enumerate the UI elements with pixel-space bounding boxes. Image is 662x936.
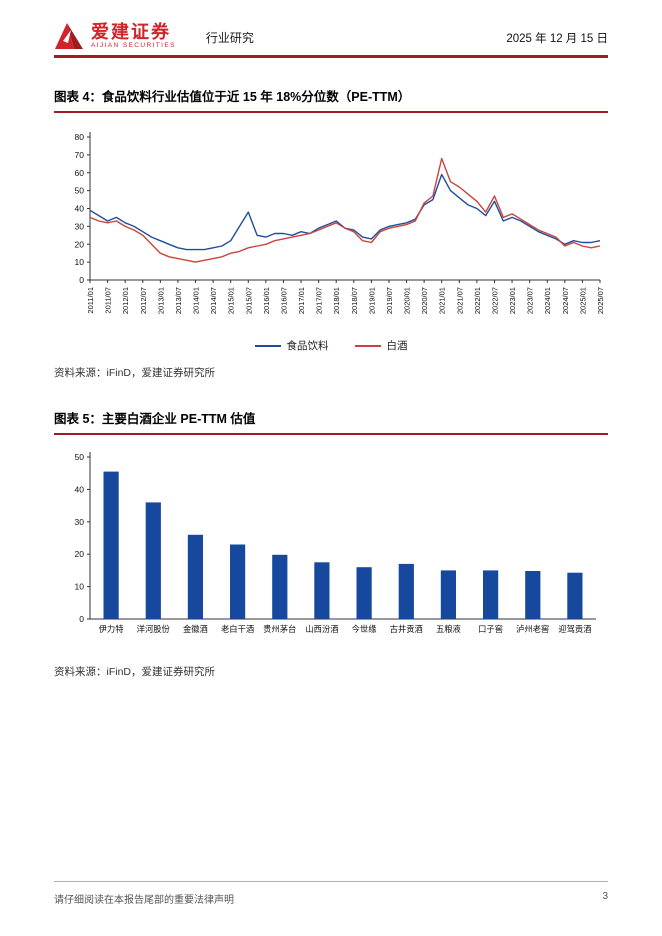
- svg-text:洋河股份: 洋河股份: [137, 624, 171, 634]
- svg-text:2017/01: 2017/01: [297, 287, 306, 314]
- aijian-logo-icon: [55, 23, 83, 49]
- svg-text:古井贡酒: 古井贡酒: [390, 624, 423, 634]
- svg-text:40: 40: [75, 204, 85, 214]
- line-chart-legend: 食品饮料 白酒: [54, 338, 608, 353]
- svg-text:伊力特: 伊力特: [99, 624, 124, 634]
- svg-text:口子窖: 口子窖: [478, 624, 503, 634]
- aijian-logo: 爱建证券 AIJIAN SECURITIES: [54, 22, 176, 50]
- svg-text:2013/01: 2013/01: [156, 287, 165, 314]
- svg-text:40: 40: [75, 484, 85, 494]
- svg-text:2014/07: 2014/07: [209, 287, 218, 314]
- svg-text:今世缘: 今世缘: [352, 624, 377, 634]
- svg-text:2017/07: 2017/07: [315, 287, 324, 314]
- report-date: 2025 年 12 月 15 日: [506, 32, 608, 45]
- svg-text:10: 10: [75, 257, 85, 267]
- figure-5-source: 资料来源：iFinD，爱建证券研究所: [54, 666, 216, 678]
- svg-text:老白干酒: 老白干酒: [221, 624, 254, 634]
- section-label: 行业研究: [205, 31, 254, 45]
- svg-text:2015/01: 2015/01: [227, 287, 236, 314]
- report-header: 爱建证券 AIJIAN SECURITIES 行业研究 2025 年 12 月 …: [54, 22, 608, 50]
- svg-text:2022/07: 2022/07: [490, 287, 499, 314]
- header-divider: [54, 55, 608, 58]
- svg-text:60: 60: [75, 168, 85, 178]
- svg-text:10: 10: [75, 582, 85, 592]
- svg-text:2023/07: 2023/07: [526, 287, 535, 314]
- legend-line-food-beverage-icon: [254, 344, 281, 347]
- svg-text:迎驾贡酒: 迎驾贡酒: [558, 624, 591, 634]
- report-footer: 请仔细阅读在本报告尾部的重要法律声明 3: [54, 881, 608, 906]
- svg-text:2011/07: 2011/07: [104, 287, 113, 314]
- footer-disclaimer: 请仔细阅读在本报告尾部的重要法律声明: [54, 895, 234, 906]
- svg-text:2021/07: 2021/07: [455, 287, 464, 314]
- baijiu-pe-bar-chart: 0 10 20 30 40 50 伊力特 洋河股份 金徽酒 老白干酒 贵州茅台 山西汾酒 今世缘 古井贡酒…: [75, 452, 596, 634]
- svg-text:30: 30: [75, 221, 85, 231]
- figure-4-chart-block: 0 10 20 30 40 50 60 70 80 2011/01 2011/07 2012/01 20…: [54, 125, 608, 353]
- svg-text:2020/07: 2020/07: [420, 287, 429, 314]
- svg-text:2020/01: 2020/01: [403, 287, 412, 314]
- svg-text:2019/01: 2019/01: [367, 287, 376, 314]
- svg-text:2012/07: 2012/07: [139, 287, 148, 314]
- svg-text:2018/07: 2018/07: [350, 287, 359, 314]
- legend-item-baijiu: 白酒: [354, 338, 408, 353]
- svg-text:2013/07: 2013/07: [174, 287, 183, 314]
- food-beverage-pe-line-chart: 0 10 20 30 40 50 60 70 80 2011/01 2011/07 2012/01 20…: [75, 132, 605, 314]
- svg-text:2025/01: 2025/01: [578, 287, 587, 314]
- svg-text:2023/01: 2023/01: [508, 287, 517, 314]
- figure-5-chart-block: 0 10 20 30 40 50 伊力特 洋河股份 金徽酒 老白干酒 贵州茅台 山西汾酒 今世缘 古井贡酒…: [54, 447, 608, 652]
- svg-text:泸州老窖: 泸州老窖: [516, 624, 549, 634]
- svg-text:2019/07: 2019/07: [385, 287, 394, 314]
- svg-text:50: 50: [75, 186, 85, 196]
- svg-text:2016/07: 2016/07: [279, 287, 288, 314]
- svg-text:五粮液: 五粮液: [436, 624, 461, 634]
- legend-line-baijiu-icon: [354, 344, 381, 347]
- page-number: 3: [602, 891, 608, 902]
- logo-title: 爱建证券: [91, 21, 171, 42]
- legend-label-food-beverage: 食品饮料: [286, 340, 329, 352]
- logo-subtitle: AIJIAN SECURITIES: [91, 41, 176, 49]
- svg-text:0: 0: [79, 614, 84, 624]
- svg-text:30: 30: [75, 517, 85, 527]
- svg-text:2016/01: 2016/01: [262, 287, 271, 314]
- svg-text:2021/01: 2021/01: [438, 287, 447, 314]
- logo-text: 爱建证券 AIJIAN SECURITIES: [91, 23, 176, 50]
- svg-text:2014/01: 2014/01: [192, 287, 201, 314]
- legend-label-baijiu: 白酒: [386, 340, 408, 352]
- svg-text:0: 0: [79, 275, 84, 285]
- legend-item-food-beverage: 食品饮料: [254, 338, 329, 353]
- svg-text:80: 80: [75, 132, 85, 142]
- svg-text:2024/01: 2024/01: [543, 287, 552, 314]
- svg-text:金徽酒: 金徽酒: [183, 624, 208, 634]
- figure-4-title: 图表 4：食品饮料行业估值位于近 15 年 18%分位数（PE-TTM）: [54, 86, 608, 113]
- svg-text:20: 20: [75, 239, 85, 249]
- svg-text:2024/07: 2024/07: [561, 287, 570, 314]
- svg-text:2025/07: 2025/07: [596, 287, 605, 314]
- svg-text:70: 70: [75, 150, 85, 160]
- svg-text:20: 20: [75, 549, 85, 559]
- svg-text:2015/07: 2015/07: [244, 287, 253, 314]
- svg-text:贵州茅台: 贵州茅台: [263, 624, 296, 634]
- svg-text:50: 50: [75, 452, 85, 462]
- figure-4-source: 资料来源：iFinD，爱建证券研究所: [54, 367, 216, 379]
- svg-text:2011/01: 2011/01: [86, 287, 95, 314]
- svg-text:2022/01: 2022/01: [473, 287, 482, 314]
- svg-text:2018/01: 2018/01: [332, 287, 341, 314]
- figure-5-title: 图表 5：主要白酒企业 PE-TTM 估值: [54, 408, 608, 435]
- svg-text:2012/01: 2012/01: [121, 287, 130, 314]
- svg-text:山西汾酒: 山西汾酒: [305, 624, 338, 634]
